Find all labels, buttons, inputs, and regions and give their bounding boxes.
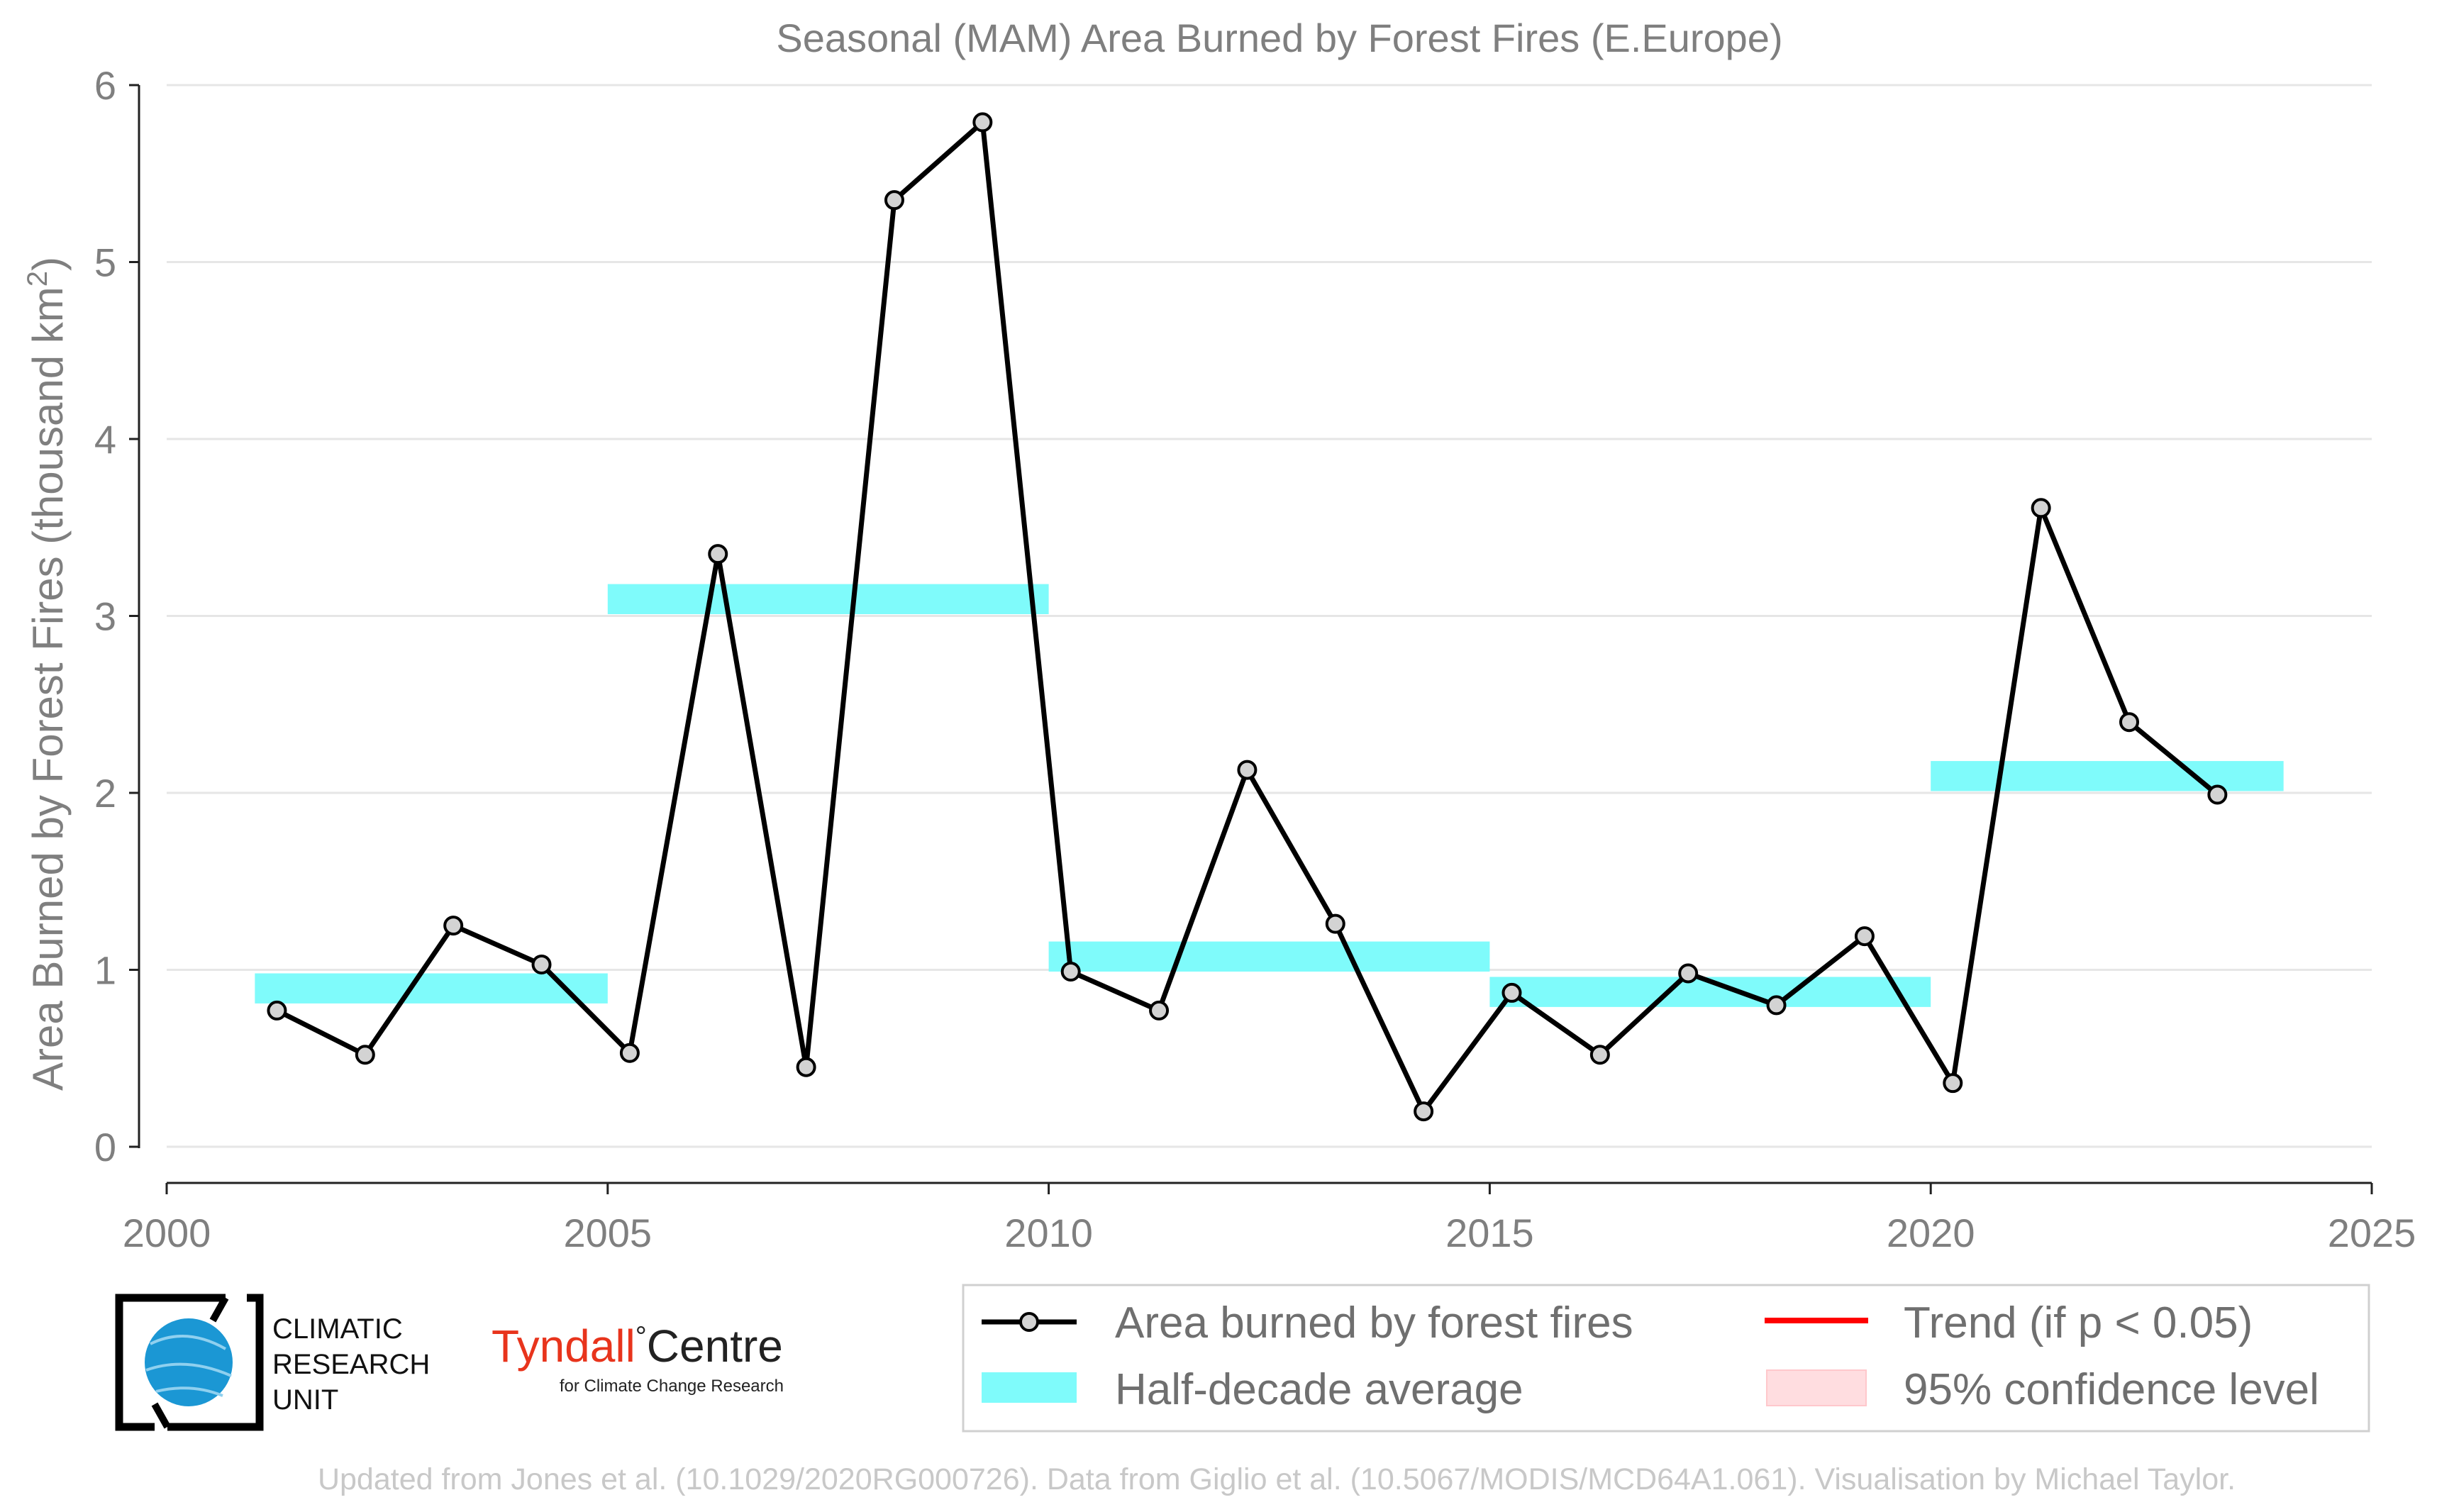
data-point: [1149, 1000, 1170, 1021]
data-point: [1589, 1045, 1610, 1065]
data-point: [1854, 926, 1875, 947]
data-point: [884, 190, 904, 211]
half-decade-average-bands: [255, 584, 2284, 1007]
data-point: [972, 112, 993, 133]
chart-title: Seasonal (MAM) Area Burned by Forest Fir…: [776, 16, 1782, 60]
legend-label-confidence: 95% confidence level: [1904, 1365, 2319, 1414]
tyndall-logo-name: Tyndall: [492, 1321, 635, 1372]
tyndall-logo-degree: °: [635, 1321, 647, 1352]
tyndall-logo-tagline: for Climate Change Research: [560, 1377, 784, 1396]
data-point: [1237, 760, 1258, 780]
cru-logo-line3: UNIT: [272, 1384, 338, 1416]
x-tick-label: 2015: [1445, 1211, 1534, 1255]
half-decade-average-band: [607, 584, 1049, 615]
cru-logo-line2: RESEARCH: [272, 1349, 430, 1380]
legend-label-area-burned: Area burned by forest fires: [1115, 1299, 1633, 1347]
data-point: [619, 1043, 640, 1063]
data-point: [1060, 961, 1081, 982]
y-tick-label: 0: [94, 1125, 116, 1169]
x-tick-label: 2010: [1004, 1211, 1093, 1255]
y-axis-label-close: ): [24, 257, 72, 271]
data-point: [1325, 913, 1345, 934]
data-point: [267, 1000, 287, 1021]
data-point: [1501, 982, 1522, 1003]
legend-swatch-confidence: [1766, 1369, 1867, 1406]
data-point: [2031, 498, 2051, 518]
legend-label-trend: Trend (if p < 0.05): [1904, 1299, 2253, 1347]
legend-swatch-half-decade: [982, 1372, 1077, 1403]
y-axis-label: Area Burned by Forest Fires (thousand km…: [22, 257, 72, 1091]
footer-credit: Updated from Jones et al. (10.1029/2020R…: [318, 1462, 2236, 1496]
y-axis-label-superscript: 2: [22, 271, 53, 287]
legend-frame: [962, 1284, 2370, 1433]
x-tick-label: 2000: [123, 1211, 211, 1255]
data-point: [708, 544, 728, 565]
cru-logo-slash-top: [209, 1296, 229, 1323]
data-point: [1414, 1101, 1434, 1122]
globe-icon-lines: [145, 1335, 232, 1397]
data-series: [267, 112, 2228, 1122]
tyndall-centre-logo: Tyndall°Centre for Climate Change Resear…: [492, 1321, 784, 1396]
half-decade-average-band: [1048, 941, 1490, 972]
x-tick-label: 2020: [1887, 1211, 1975, 1255]
tyndall-logo-title: Tyndall°Centre: [492, 1321, 783, 1372]
legend-label-half-decade: Half-decade average: [1115, 1365, 1523, 1414]
cru-logo-line1: CLIMATIC: [272, 1313, 403, 1345]
y-tick-label: 3: [94, 594, 116, 639]
data-point: [443, 916, 464, 936]
data-point: [1766, 995, 1787, 1016]
cru-logo: CLIMATIC RESEARCH UNIT: [115, 1294, 430, 1431]
tyndall-logo-centre: Centre: [647, 1321, 783, 1372]
y-tick-label: 2: [94, 771, 116, 816]
y-tick-label: 6: [94, 63, 116, 108]
data-point: [355, 1045, 375, 1065]
data-point: [1678, 963, 1699, 984]
cru-logo-slash-bottom: [151, 1402, 171, 1429]
x-tick-label: 2025: [2328, 1211, 2416, 1255]
data-point: [2207, 784, 2228, 805]
data-point: [531, 955, 552, 975]
half-decade-average-band: [255, 973, 608, 1004]
y-tick-label: 4: [94, 417, 116, 462]
data-point: [796, 1057, 816, 1077]
legend-swatch-area-burned-marker: [1019, 1312, 1039, 1332]
x-tick-label: 2005: [564, 1211, 653, 1255]
y-axis-label-main: Area Burned by Forest Fires (thousand km: [24, 287, 72, 1091]
legend: Area burned by forest fires Trend (if p …: [962, 1284, 2370, 1433]
half-decade-average-band: [1931, 761, 2284, 791]
data-point: [2119, 712, 2140, 733]
data-point: [1943, 1073, 1963, 1094]
y-tick-label: 5: [94, 240, 116, 285]
axes: 0 1 2 3 4 5 6 2000 2005 2010 2015 2020 2025: [94, 63, 2416, 1255]
y-tick-label: 1: [94, 948, 116, 993]
